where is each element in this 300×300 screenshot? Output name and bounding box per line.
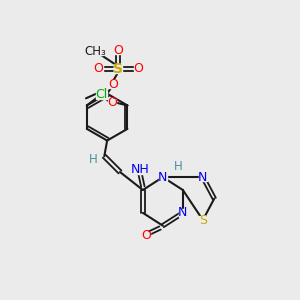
Text: O: O — [133, 62, 143, 75]
FancyBboxPatch shape — [179, 209, 187, 217]
FancyBboxPatch shape — [114, 46, 122, 54]
Text: S: S — [199, 214, 207, 226]
Text: H: H — [174, 160, 183, 173]
Text: NH: NH — [130, 163, 149, 176]
Text: CH₃: CH₃ — [85, 45, 106, 58]
Text: N: N — [178, 206, 188, 219]
Text: N: N — [158, 171, 167, 184]
FancyBboxPatch shape — [134, 64, 142, 73]
FancyBboxPatch shape — [114, 64, 122, 73]
Text: O: O — [107, 96, 117, 109]
FancyBboxPatch shape — [108, 99, 116, 106]
Text: O: O — [141, 229, 151, 242]
FancyBboxPatch shape — [199, 173, 207, 181]
FancyBboxPatch shape — [142, 232, 150, 240]
Text: Cl: Cl — [96, 88, 108, 101]
Text: H: H — [89, 153, 98, 166]
FancyBboxPatch shape — [159, 173, 167, 181]
Text: O: O — [94, 62, 103, 75]
FancyBboxPatch shape — [88, 47, 103, 56]
Text: N: N — [198, 171, 208, 184]
FancyBboxPatch shape — [199, 216, 207, 224]
Text: O: O — [113, 44, 123, 56]
FancyBboxPatch shape — [90, 156, 97, 162]
Text: S: S — [113, 61, 123, 76]
FancyBboxPatch shape — [134, 165, 146, 174]
FancyBboxPatch shape — [110, 80, 117, 88]
FancyBboxPatch shape — [94, 64, 103, 73]
Text: O: O — [109, 78, 118, 91]
FancyBboxPatch shape — [96, 91, 107, 99]
